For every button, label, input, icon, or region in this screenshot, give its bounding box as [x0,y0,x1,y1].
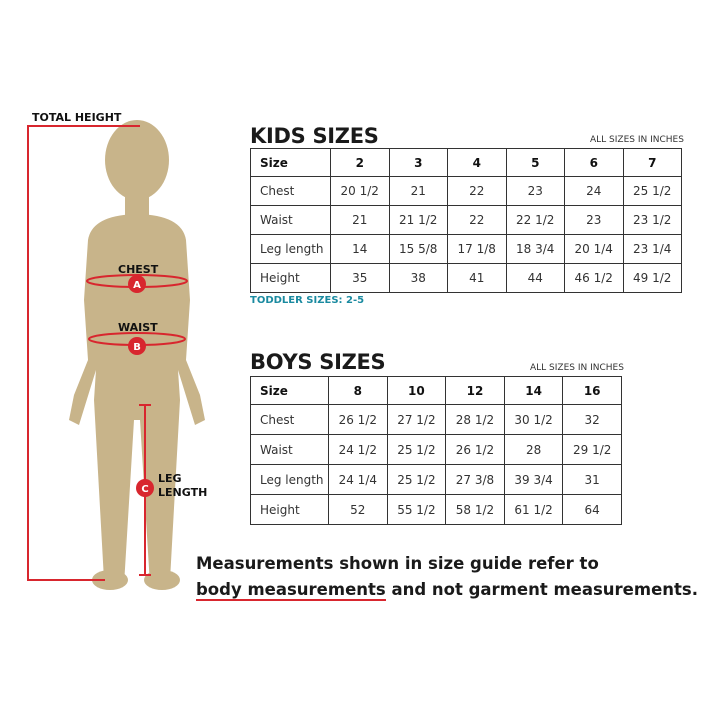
row-label: Waist [250,205,331,235]
footer-line-2: body measurements and not garment measur… [196,580,698,601]
cell: 58 1/2 [445,494,505,525]
cell: 38 [388,263,448,293]
cell: 20 1/2 [330,176,390,206]
boys-title: BOYS SIZES [250,350,386,374]
cell: 61 1/2 [503,494,564,525]
marker-b [128,337,146,355]
footer-line-1: Measurements shown in size guide refer t… [196,554,599,573]
table-row: Waist 24 1/2 25 1/2 26 1/2 28 29 1/2 [250,434,622,465]
table-row: Waist 21 21 1/2 22 22 1/2 23 23 1/2 [250,205,682,235]
cell: 41 [447,263,507,293]
cell: 29 1/2 [562,434,622,465]
cell: 26 1/2 [328,404,388,435]
cell: 23 [505,176,565,206]
row-label: Leg length [250,464,329,495]
cell: 64 [562,494,622,525]
cell: 35 [330,263,390,293]
cell: 15 5/8 [388,234,448,264]
table-row: Chest 20 1/2 21 22 23 24 25 1/2 [250,176,682,206]
cell: 22 [447,176,507,206]
kids-units-note: ALL SIZES IN INCHES [590,135,684,145]
marker-a-label: A [133,280,141,291]
cell: 27 1/2 [386,404,447,435]
cell: 21 1/2 [388,205,448,235]
cell: 25 1/2 [622,176,682,206]
footer-rest: and not garment measurements. [385,580,698,599]
cell: 18 3/4 [505,234,565,264]
cell: 23 1/4 [622,234,682,264]
cell: 20 1/4 [564,234,624,264]
header-row: Size 2 3 4 5 6 7 [250,148,682,177]
cell: 4 [447,148,507,177]
cell: 22 1/2 [505,205,565,235]
cell: 24 1/2 [328,434,388,465]
cell: 23 [564,205,624,235]
table-row: Leg length 24 1/4 25 1/2 27 3/8 39 3/4 31 [250,464,622,495]
cell: 31 [562,464,622,495]
cell: 25 1/2 [386,434,447,465]
cell: 5 [505,148,565,177]
cell: 7 [622,148,682,177]
table-row: Chest 26 1/2 27 1/2 28 1/2 30 1/2 32 [250,404,622,435]
header-row: Size 8 10 12 14 16 [250,376,622,405]
row-label: Size [250,148,331,177]
cell: 2 [330,148,390,177]
mannequin-figure: A B C [27,120,205,590]
cell: 49 1/2 [622,263,682,293]
footer-underlined: body measurements [196,580,386,601]
row-label: Chest [250,176,331,206]
cell: 10 [386,376,447,405]
kids-size-table: Size 2 3 4 5 6 7 Chest 20 1/2 21 22 23 24 25 1/2 Waist… [250,148,682,293]
table-row: Height 35 38 41 44 46 1/2 49 1/2 [250,263,682,293]
row-label: Leg length [250,234,331,264]
cell: 24 [564,176,624,206]
cell: 16 [562,376,622,405]
kids-title: KIDS SIZES [250,124,379,148]
cell: 44 [505,263,565,293]
chest-label: CHEST [118,263,159,276]
row-label: Height [250,494,329,525]
cell: 22 [447,205,507,235]
cell: 6 [564,148,624,177]
cell: 14 [330,234,390,264]
row-label: Chest [250,404,329,435]
cell: 26 1/2 [445,434,505,465]
marker-c-label: C [141,484,148,495]
boys-units-note: ALL SIZES IN INCHES [530,363,624,373]
cell: 21 [330,205,390,235]
total-height-label: TOTAL HEIGHT [32,111,122,124]
table-row: Leg length 14 15 5/8 17 1/8 18 3/4 20 1/4 23 1… [250,234,682,264]
table-row: Height 52 55 1/2 58 1/2 61 1/2 64 [250,494,622,525]
toddler-note: TODDLER SIZES: 2-5 [250,295,365,306]
cell: 52 [328,494,388,525]
cell: 28 [503,434,564,465]
cell: 8 [328,376,388,405]
row-label: Waist [250,434,329,465]
cell: 24 1/4 [328,464,388,495]
cell: 12 [445,376,505,405]
row-label: Height [250,263,331,293]
cell: 55 1/2 [386,494,447,525]
cell: 14 [503,376,564,405]
cell: 25 1/2 [386,464,447,495]
cell: 39 3/4 [503,464,564,495]
marker-a [128,275,146,293]
marker-c [136,479,154,497]
cell: 17 1/8 [447,234,507,264]
cell: 27 3/8 [445,464,505,495]
cell: 30 1/2 [503,404,564,435]
cell: 21 [388,176,448,206]
cell: 28 1/2 [445,404,505,435]
marker-b-label: B [133,342,141,353]
waist-label: WAIST [118,321,158,334]
cell: 46 1/2 [564,263,624,293]
cell: 23 1/2 [622,205,682,235]
cell: 32 [562,404,622,435]
row-label: Size [250,376,329,405]
leg-length-label: LEG LENGTH [158,472,208,499]
cell: 3 [388,148,448,177]
boys-size-table: Size 8 10 12 14 16 Chest 26 1/2 27 1/2 28 1/2 30 1… [250,376,622,525]
